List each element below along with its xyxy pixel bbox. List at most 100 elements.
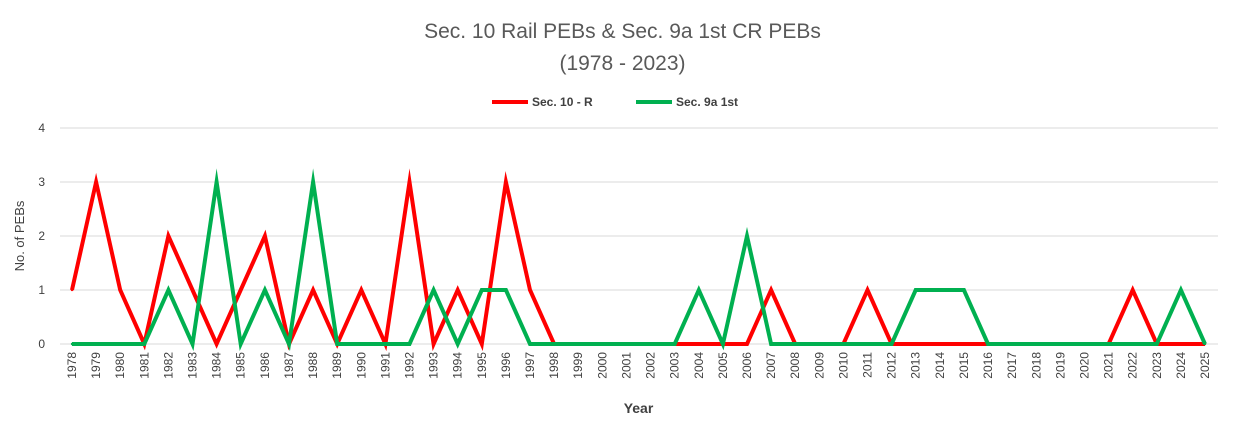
data-point: [70, 288, 74, 292]
data-point: [215, 180, 218, 184]
data-point: [528, 342, 532, 346]
data-point: [793, 342, 797, 346]
x-tick-label: 1997: [523, 352, 537, 379]
data-point: [625, 342, 628, 346]
y-tick-label: 4: [38, 121, 45, 135]
data-point: [408, 342, 411, 346]
data-point: [143, 342, 146, 346]
data-point: [697, 342, 700, 346]
x-tick-label: 2000: [595, 352, 609, 379]
data-point: [890, 342, 893, 346]
data-point: [311, 288, 315, 292]
x-tick-label: 2010: [836, 352, 850, 379]
data-point: [986, 342, 990, 346]
x-tick-label: 1982: [161, 352, 175, 379]
x-tick-label: 1994: [451, 352, 465, 379]
x-tick-label: 1980: [113, 352, 127, 379]
data-point: [649, 342, 652, 346]
x-tick-label: 1989: [330, 352, 344, 379]
data-point: [432, 342, 435, 346]
x-tick-label: 2020: [1077, 352, 1091, 379]
data-point: [94, 342, 98, 346]
x-tick-label: 2017: [1005, 352, 1019, 379]
data-point: [215, 342, 218, 346]
data-point: [673, 342, 676, 346]
data-point: [745, 342, 749, 346]
x-tick-label: 1995: [475, 352, 489, 379]
x-tick-label: 1981: [137, 352, 151, 379]
data-point: [119, 342, 122, 346]
data-point: [94, 180, 98, 184]
y-axis-label: No. of PEBs: [12, 200, 27, 271]
x-tick-label: 1990: [354, 352, 368, 379]
data-point: [769, 342, 773, 346]
data-point: [191, 288, 194, 292]
data-point: [1203, 342, 1207, 346]
x-tick-label: 2021: [1102, 352, 1116, 379]
x-tick-label: 2023: [1150, 352, 1164, 379]
x-tick-label: 2012: [885, 352, 899, 379]
x-tick-label: 2003: [668, 352, 682, 379]
data-point: [962, 288, 966, 292]
data-point: [552, 342, 556, 346]
x-tick-label: 2001: [619, 352, 633, 379]
x-tick-label: 2022: [1126, 352, 1140, 379]
data-point: [263, 234, 267, 238]
data-point: [745, 234, 749, 238]
x-tick-label: 2004: [692, 352, 706, 379]
data-point: [167, 234, 170, 238]
x-tick-label: 1984: [210, 352, 224, 379]
x-tick-label: 2002: [644, 352, 658, 379]
data-point: [938, 342, 942, 346]
x-tick-label: 2025: [1198, 352, 1212, 379]
y-tick-label: 0: [38, 337, 45, 351]
data-point: [818, 342, 821, 346]
data-point: [697, 288, 700, 292]
data-point: [1131, 342, 1134, 346]
data-point: [167, 288, 170, 292]
data-point: [1131, 288, 1134, 292]
data-point: [480, 342, 484, 346]
x-tick-label: 2014: [933, 352, 947, 379]
chart-subtitle: (1978 - 2023): [559, 52, 686, 75]
data-point: [1035, 342, 1038, 346]
x-tick-label: 1999: [571, 352, 585, 379]
data-point: [360, 342, 363, 346]
data-point: [1010, 342, 1014, 346]
x-tick-label: 1986: [258, 352, 272, 379]
x-tick-label: 1987: [282, 352, 296, 379]
x-tick-label: 2015: [957, 352, 971, 379]
data-point: [601, 342, 604, 346]
x-tick-label: 1978: [65, 352, 79, 379]
data-point: [962, 342, 966, 346]
data-point: [311, 180, 315, 184]
x-tick-label: 1985: [234, 352, 248, 379]
x-tick-label: 2007: [764, 352, 778, 379]
x-tick-label: 2019: [1053, 352, 1067, 379]
data-point: [432, 288, 435, 292]
data-point: [504, 180, 508, 184]
data-point: [769, 288, 773, 292]
x-tick-label: 2006: [740, 352, 754, 379]
x-tick-label: 2018: [1029, 352, 1043, 379]
x-tick-label: 2024: [1174, 352, 1188, 379]
data-point: [1107, 342, 1110, 346]
x-tick-label: 1998: [547, 352, 561, 379]
x-tick-label: 2011: [861, 352, 875, 378]
data-point: [866, 288, 869, 292]
data-point: [1179, 288, 1183, 292]
y-tick-label: 1: [38, 283, 45, 297]
data-point: [408, 180, 411, 184]
data-point: [456, 288, 459, 292]
x-tick-label: 2016: [981, 352, 995, 379]
data-point: [721, 342, 725, 346]
x-tick-label: 1996: [499, 352, 513, 379]
x-tick-label: 2009: [812, 352, 826, 379]
x-tick-label: 1991: [378, 352, 392, 379]
data-point: [480, 288, 484, 292]
data-point: [70, 342, 74, 346]
data-point: [528, 288, 532, 292]
x-tick-label: 1983: [186, 352, 200, 379]
data-point: [191, 342, 194, 346]
